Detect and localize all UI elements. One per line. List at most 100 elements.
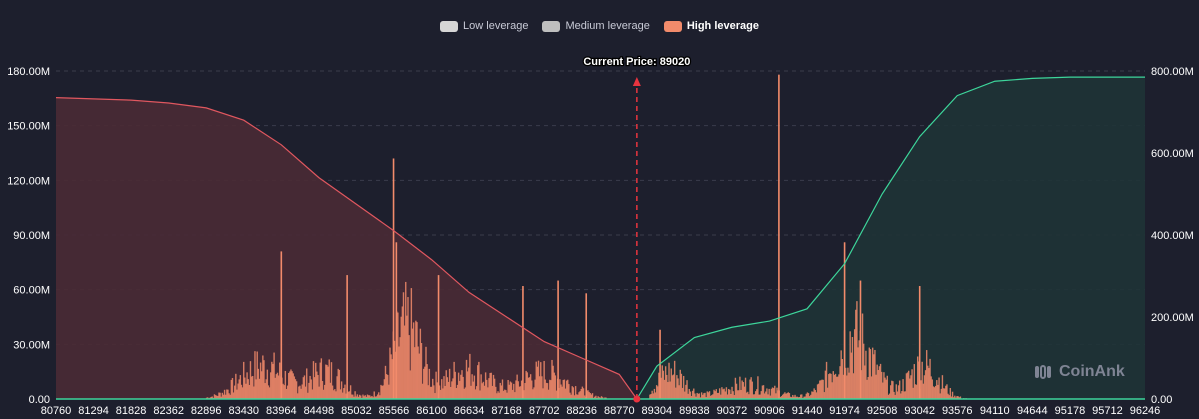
x-tick-label: 83964 <box>266 405 297 417</box>
liquidation-bar <box>337 368 339 399</box>
liquidation-bar <box>473 375 476 399</box>
liquidation-bar <box>464 387 467 399</box>
liquidation-bar <box>582 388 585 399</box>
liquidation-bar <box>543 360 545 399</box>
liquidation-bar <box>524 383 526 399</box>
current-price-arrow-icon <box>632 77 641 86</box>
y-right-tick-label: 600.00M <box>1151 148 1194 160</box>
liquidation-bar <box>769 395 771 399</box>
liquidation-bar <box>740 390 742 399</box>
liquidation-bar <box>657 386 659 399</box>
liquidation-bar <box>567 379 569 399</box>
liquidation-bar <box>937 384 939 399</box>
liquidation-bar <box>729 389 731 399</box>
liquidation-bar <box>375 396 378 399</box>
liquidation-bar <box>685 384 687 399</box>
liquidation-bar <box>930 376 932 399</box>
liquidation-bar <box>318 386 320 399</box>
liquidation-bar <box>686 380 688 399</box>
liquidation-bar <box>214 395 217 399</box>
liquidation-bar <box>650 394 652 399</box>
liquidation-bar <box>819 380 821 399</box>
x-tick-label: 82362 <box>153 405 184 417</box>
liquidation-bar <box>531 380 533 399</box>
liquidation-bar <box>786 393 788 399</box>
liquidation-bar <box>373 391 375 399</box>
liquidation-bar <box>517 381 519 399</box>
liquidation-bar <box>489 372 491 399</box>
liquidation-bar <box>775 393 777 399</box>
liquidation-bar <box>301 384 303 399</box>
liquidation-bar <box>823 392 825 399</box>
liquidation-bar <box>289 371 291 399</box>
liquidation-bar <box>694 393 696 399</box>
liquidation-bar <box>758 394 760 399</box>
legend-item-low-leverage[interactable]: Low leverage <box>440 20 528 32</box>
liquidation-bar <box>805 393 807 399</box>
liquidation-bar <box>924 370 927 399</box>
liquidation-bar <box>731 386 733 399</box>
liquidation-bar <box>546 383 549 399</box>
x-tick-label: 84498 <box>304 405 335 417</box>
liquidation-bar <box>348 391 351 399</box>
liquidation-bar <box>652 393 654 399</box>
x-tick-label: 94110 <box>980 405 1010 417</box>
liquidation-bar <box>228 393 230 399</box>
legend-item-medium-leverage[interactable]: Medium leverage <box>542 20 650 32</box>
liquidation-bar <box>797 397 800 399</box>
liquidation-bar <box>443 376 445 399</box>
legend-item-high-leverage[interactable]: High leverage <box>663 20 759 32</box>
liquidation-bar <box>873 354 875 399</box>
liquidation-bar <box>354 391 356 399</box>
liquidation-bar <box>429 386 432 399</box>
liquidation-bar <box>227 389 229 399</box>
liquidation-bar <box>942 388 945 399</box>
liquidation-bar <box>947 393 949 399</box>
liquidation-bar <box>237 383 239 399</box>
liquidation-bar <box>841 358 843 399</box>
liquidation-bar <box>700 392 703 399</box>
liquidation-bar <box>870 376 873 399</box>
liquidation-bar <box>595 395 597 399</box>
liquidation-bar <box>448 368 451 399</box>
liquidation-bar <box>733 395 735 399</box>
liquidation-bar <box>436 382 438 399</box>
liquidation-bar <box>378 392 380 399</box>
liquidation-bar <box>940 388 943 399</box>
liquidation-bar <box>406 315 408 399</box>
liquidation-bar <box>357 396 360 399</box>
liquidation-bar <box>412 322 415 399</box>
coinank-logo-icon <box>1035 365 1051 379</box>
liquidation-bar <box>427 385 429 399</box>
liquidation-bar <box>938 377 940 399</box>
liquidation-bar <box>324 384 326 399</box>
liquidation-bar <box>317 375 319 399</box>
liquidation-bar <box>808 396 811 399</box>
liquidation-bar <box>528 377 531 399</box>
liquidation-bar <box>451 381 453 399</box>
liquidation-bar <box>741 380 743 399</box>
high-leverage-swatch-icon <box>663 20 682 32</box>
liquidation-bar <box>900 393 902 399</box>
liquidation-bar <box>252 376 254 399</box>
liquidation-bar <box>328 359 330 399</box>
liquidation-bar <box>523 390 525 399</box>
liquidation-bar <box>590 394 593 399</box>
liquidation-bar <box>856 301 858 399</box>
liquidation-bar <box>258 378 261 399</box>
liquidation-bar <box>780 396 783 399</box>
liquidation-bar <box>594 396 596 399</box>
liquidation-bar <box>298 386 300 399</box>
liquidation-bar <box>706 391 708 399</box>
x-tick-label: 86100 <box>416 405 447 417</box>
liquidation-bar <box>702 394 704 399</box>
liquidation-bar <box>484 372 487 399</box>
y-left-tick-label: 60.00M <box>13 285 50 297</box>
liquidation-bar <box>376 394 379 399</box>
liquidation-bar <box>867 377 869 399</box>
liquidation-bar <box>651 390 653 399</box>
liquidation-bar <box>541 376 543 399</box>
liquidation-bar <box>861 313 864 399</box>
liquidation-bar <box>290 369 292 399</box>
liquidation-bar <box>817 383 820 399</box>
